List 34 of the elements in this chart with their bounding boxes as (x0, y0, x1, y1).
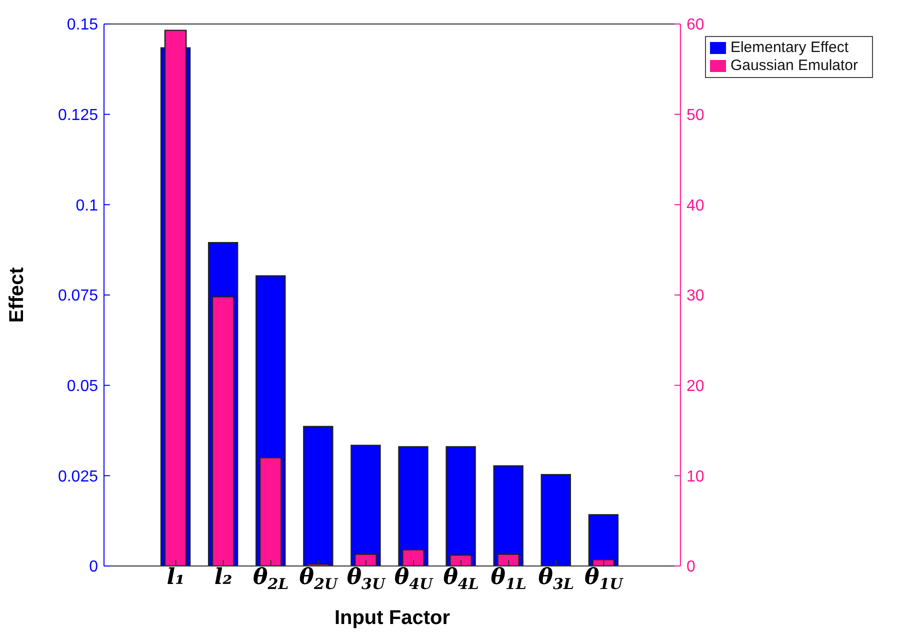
x-tick-label: θ$_{3L}$ (538, 564, 574, 592)
x-tick-label: θ$_{2U}$ (299, 564, 338, 592)
bar (493, 465, 524, 566)
bar (303, 426, 334, 566)
y-tick-label: 0.1 (76, 197, 98, 214)
x-tick-label: θ$_{2L}$ (253, 564, 289, 592)
x-tick-label: θ$_{4U}$ (394, 564, 434, 592)
y2-tick-label: 50 (686, 107, 704, 124)
bar (350, 444, 381, 566)
y-tick-label: 0.025 (58, 468, 98, 486)
x-tick-label: θ$_{1L}$ (490, 564, 526, 592)
x-tick-label: θ$_{1U}$ (584, 564, 624, 592)
x-axis-title: Input Factor (334, 607, 450, 629)
y2-tick-label: 40 (686, 197, 704, 214)
x-tick-label: l₁ (166, 564, 185, 590)
y-tick-label: 0.15 (66, 16, 98, 34)
bar (446, 446, 476, 566)
y2-tick-label: 60 (686, 16, 704, 34)
y-tick-label: 0.05 (66, 378, 98, 396)
bar (588, 514, 619, 566)
x-tick-label: l₂ (214, 564, 232, 590)
y-axis-title: Effect (6, 266, 28, 323)
bar (540, 474, 571, 566)
legend-label: Gaussian Emulator (730, 57, 858, 74)
y2-tick-label: 0 (686, 558, 696, 576)
y2-tick-label: 10 (686, 468, 704, 486)
x-tick-label: θ$_{4L}$ (443, 564, 479, 592)
y-tick-label: 0.125 (58, 107, 98, 124)
y-tick-label: 0 (89, 558, 98, 576)
legend-label: Elementary Effect (730, 39, 849, 56)
x-tick-label: θ$_{3U}$ (346, 564, 386, 592)
y2-tick-label: 20 (686, 378, 704, 396)
y2-tick-label: 30 (686, 288, 704, 305)
y-tick-label: 0.075 (58, 288, 98, 305)
